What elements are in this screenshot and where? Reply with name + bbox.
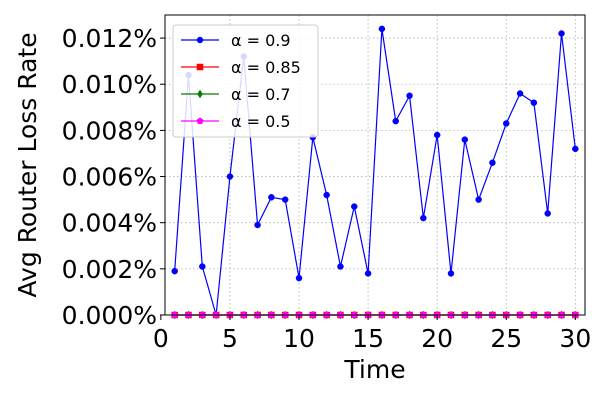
y-tick-label: 0.000% [62, 301, 157, 330]
legend-item: α = 0.5 [181, 112, 291, 131]
x-tick-label: 0 [153, 324, 169, 353]
data-point [323, 191, 330, 199]
legend-label: α = 0.9 [231, 31, 291, 50]
x-tick-label: 10 [283, 324, 315, 353]
legend-marker [197, 89, 203, 99]
data-point [420, 214, 427, 222]
data-point [268, 194, 275, 201]
legend-label: α = 0.5 [231, 112, 291, 131]
x-tick-label: 30 [559, 324, 591, 353]
data-point [503, 120, 510, 127]
legend-item: α = 0.85 [181, 58, 301, 77]
data-point [489, 159, 496, 166]
y-axis-label: Avg Router Loss Rate [13, 32, 42, 297]
legend-marker [196, 63, 204, 71]
y-tick-label: 0.006% [62, 163, 157, 192]
plot-area-frame [164, 14, 586, 316]
data-point [295, 274, 303, 282]
data-point [171, 267, 178, 275]
x-tick-label: 5 [222, 324, 238, 353]
data-point [558, 30, 565, 37]
legend-marker [196, 117, 204, 124]
y-tick-label: 0.012% [62, 24, 157, 53]
data-point [364, 270, 372, 277]
x-tick-label: 15 [352, 324, 384, 353]
y-tick-label: 0.008% [62, 116, 157, 145]
data-point [199, 263, 206, 270]
data-point [226, 173, 234, 180]
data-point [544, 210, 551, 217]
legend-label: α = 0.7 [231, 85, 291, 104]
legend: α = 0.9 α = 0.85 α = 0.7 α = 0.5 [172, 24, 319, 138]
x-tick-label: 20 [421, 324, 453, 353]
legend-item: α = 0.7 [181, 85, 291, 104]
data-point [516, 90, 524, 97]
data-point [392, 117, 399, 125]
y-tick-label: 0.004% [62, 209, 157, 238]
y-tick-label: 0.002% [62, 255, 157, 284]
data-point [475, 196, 482, 203]
legend-marker [196, 36, 204, 44]
data-point [406, 92, 413, 100]
legend-item: α = 0.9 [181, 31, 291, 50]
data-point [447, 270, 455, 277]
data-point [337, 263, 344, 270]
data-point [254, 221, 261, 229]
data-point [461, 136, 469, 143]
data-point [351, 203, 358, 210]
data-point [281, 196, 289, 203]
x-tick-label: 25 [490, 324, 522, 353]
data-point [433, 131, 441, 139]
data-point [530, 99, 538, 106]
legend-label: α = 0.85 [231, 58, 301, 77]
axis-ticks: 0 5 10 15 20 25 30 0.000% 0.002% 0.004% 0.006% 0.00… [62, 24, 592, 353]
y-tick-label: 0.010% [62, 70, 157, 99]
data-point [378, 25, 386, 33]
legend-box [172, 24, 319, 138]
x-axis-label: Time [343, 355, 405, 384]
data-point [572, 145, 579, 153]
